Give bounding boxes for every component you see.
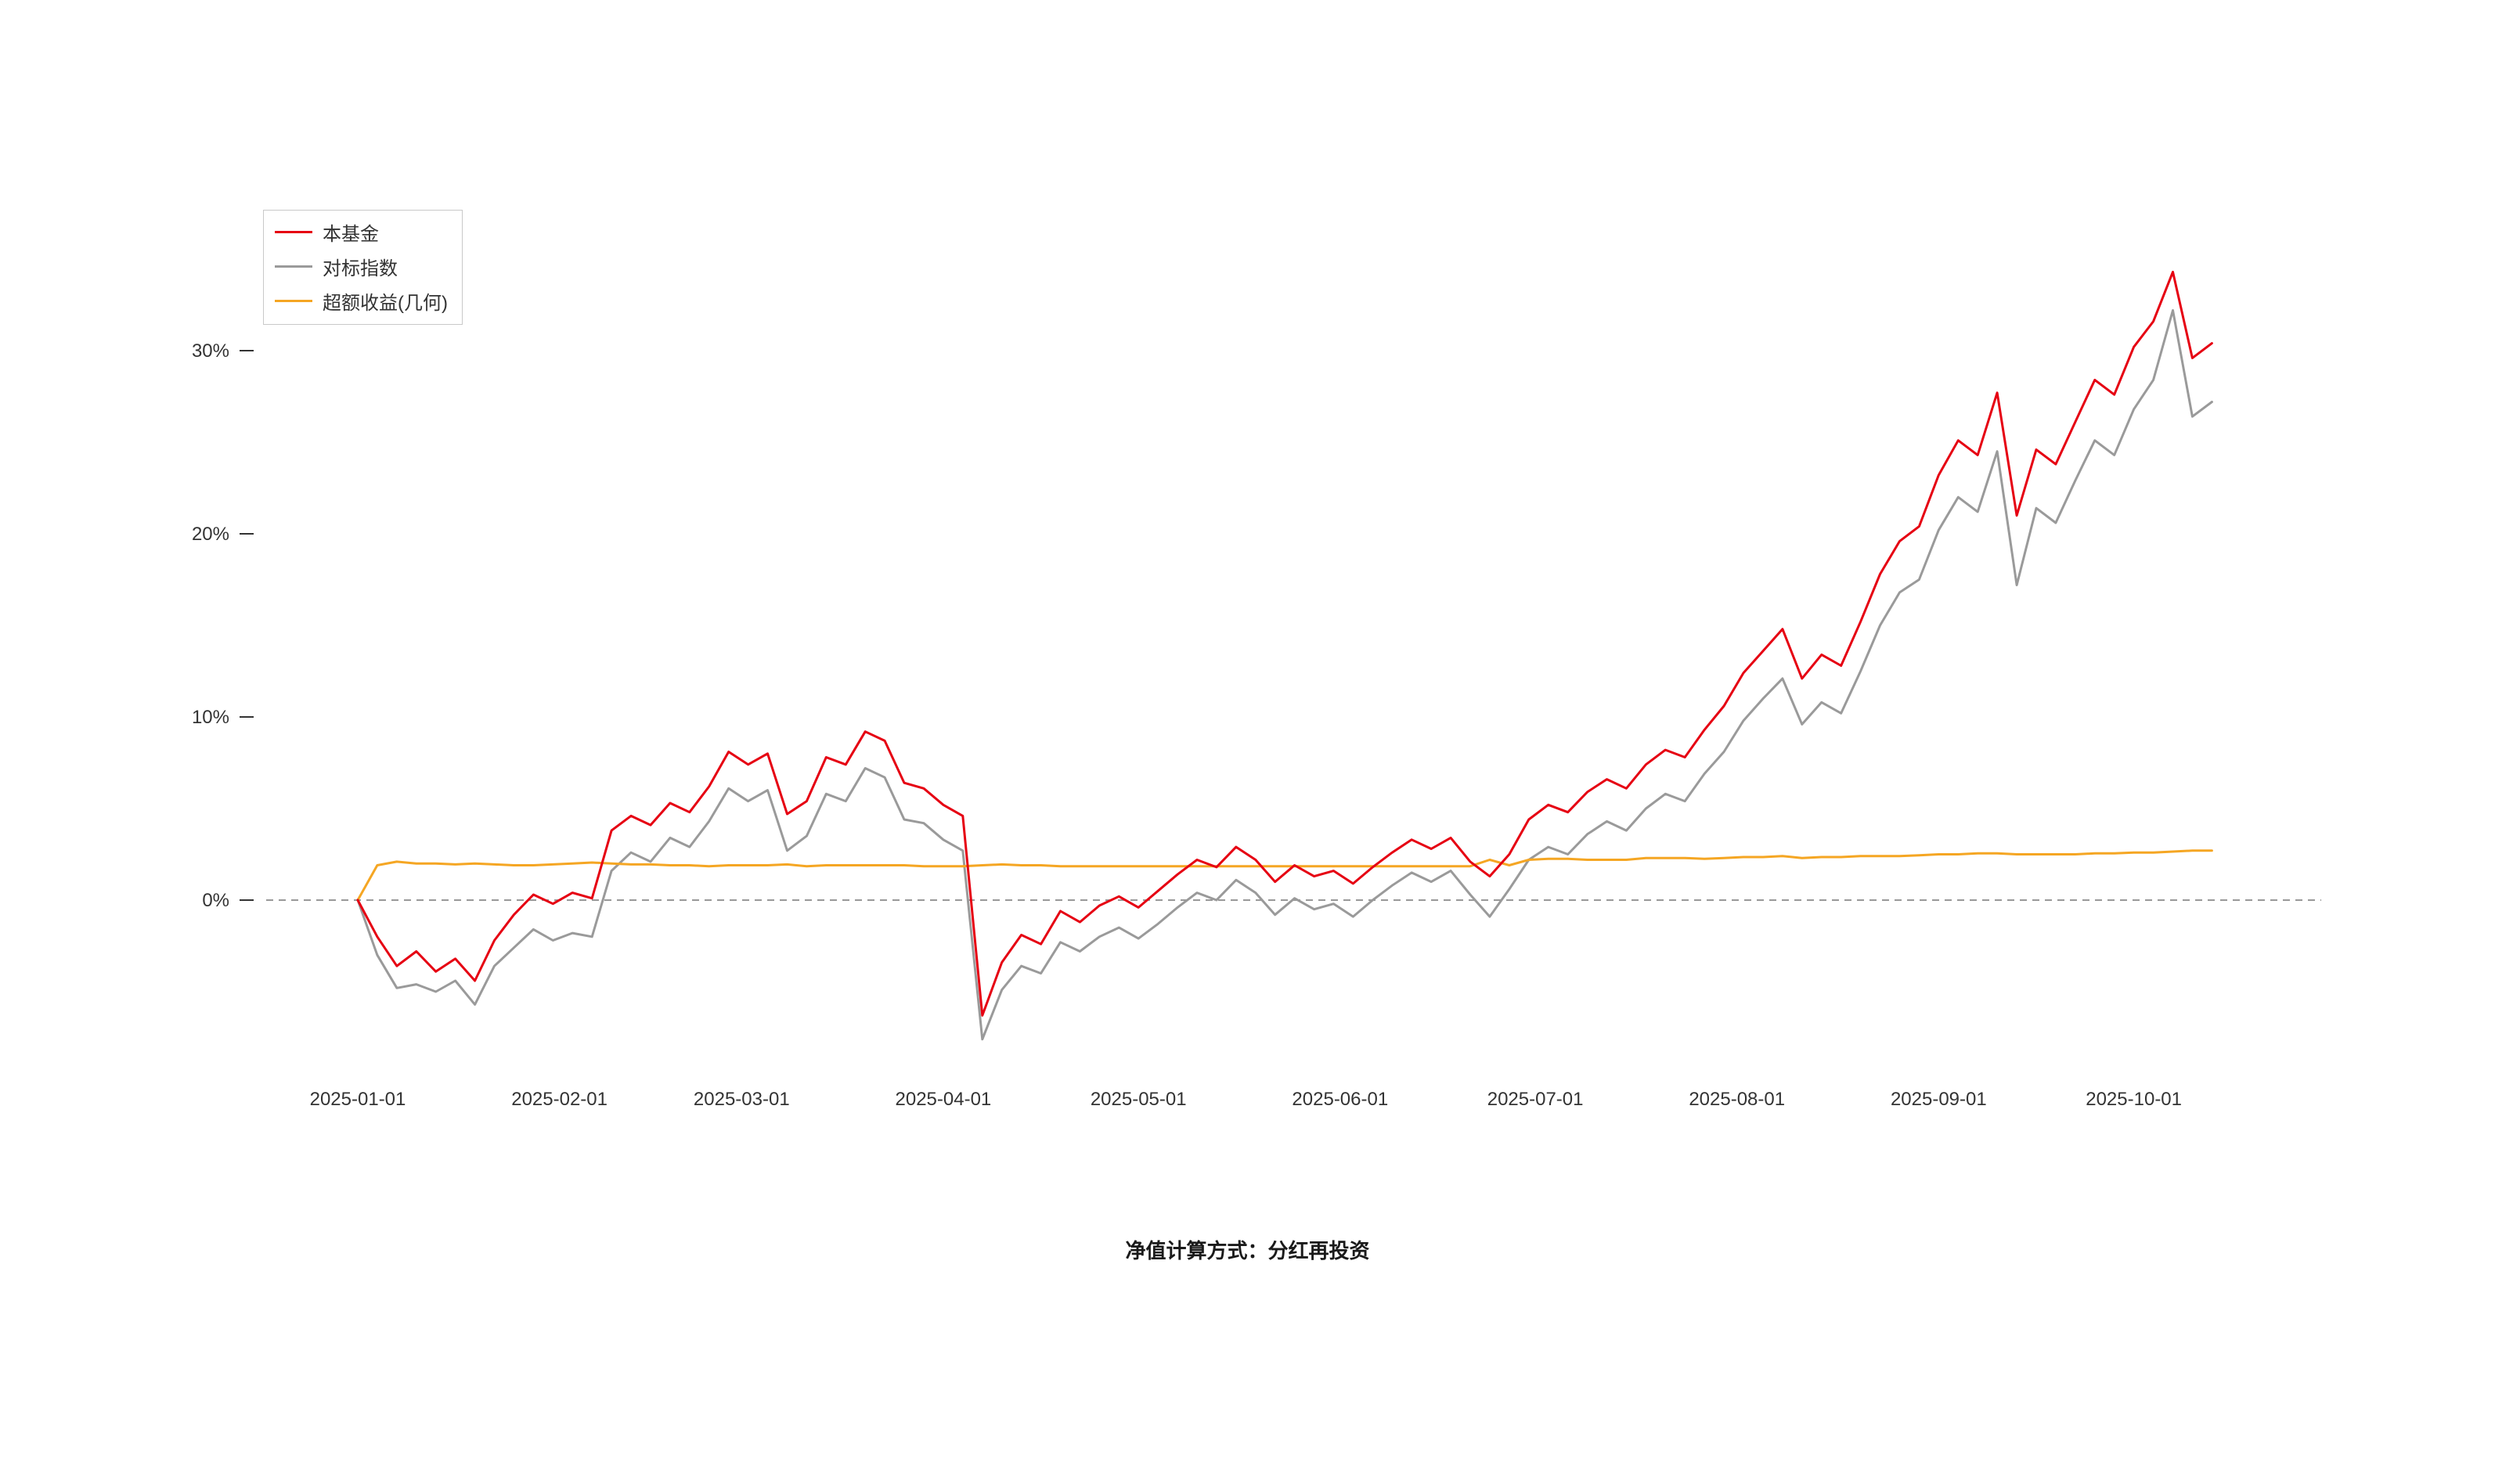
legend-item-excess: 超额收益(几何) <box>275 287 448 315</box>
legend-label-benchmark: 对标指数 <box>323 258 398 279</box>
legend-item-benchmark: 对标指数 <box>275 253 448 280</box>
x-axis-label: 2025-05-01 <box>1091 1089 1187 1110</box>
y-axis-label: 0% <box>202 890 229 911</box>
legend-item-fund: 本基金 <box>275 218 448 246</box>
x-axis-label: 2025-02-01 <box>511 1089 608 1110</box>
benchmark-line-swatch <box>275 265 312 268</box>
legend-label-excess: 超额收益(几何) <box>323 293 448 314</box>
nav-calculation-note: 净值计算方式：分红再投资 <box>1125 1239 1370 1262</box>
excess-line-swatch <box>275 300 312 302</box>
fund-line-swatch <box>275 231 312 233</box>
x-axis-label: 2025-09-01 <box>1891 1089 1987 1110</box>
x-axis-label: 2025-07-01 <box>1487 1089 1584 1110</box>
x-axis-label: 2025-10-01 <box>2086 1089 2182 1110</box>
series-line-excess <box>356 849 2213 902</box>
legend-label-fund: 本基金 <box>323 224 379 245</box>
y-axis-label: 10% <box>192 707 229 728</box>
x-axis-label: 2025-01-01 <box>310 1089 406 1110</box>
chart-legend: 本基金 对标指数 超额收益(几何) <box>263 210 463 325</box>
x-axis-label: 2025-03-01 <box>694 1089 790 1110</box>
x-axis-label: 2025-06-01 <box>1292 1089 1388 1110</box>
series-line-fund <box>356 270 2213 1017</box>
y-axis-label: 20% <box>192 524 229 545</box>
y-axis-label: 30% <box>192 340 229 362</box>
x-axis-label: 2025-08-01 <box>1689 1089 1785 1110</box>
series-line-benchmark <box>356 309 2213 1041</box>
x-axis-label: 2025-04-01 <box>896 1089 992 1110</box>
